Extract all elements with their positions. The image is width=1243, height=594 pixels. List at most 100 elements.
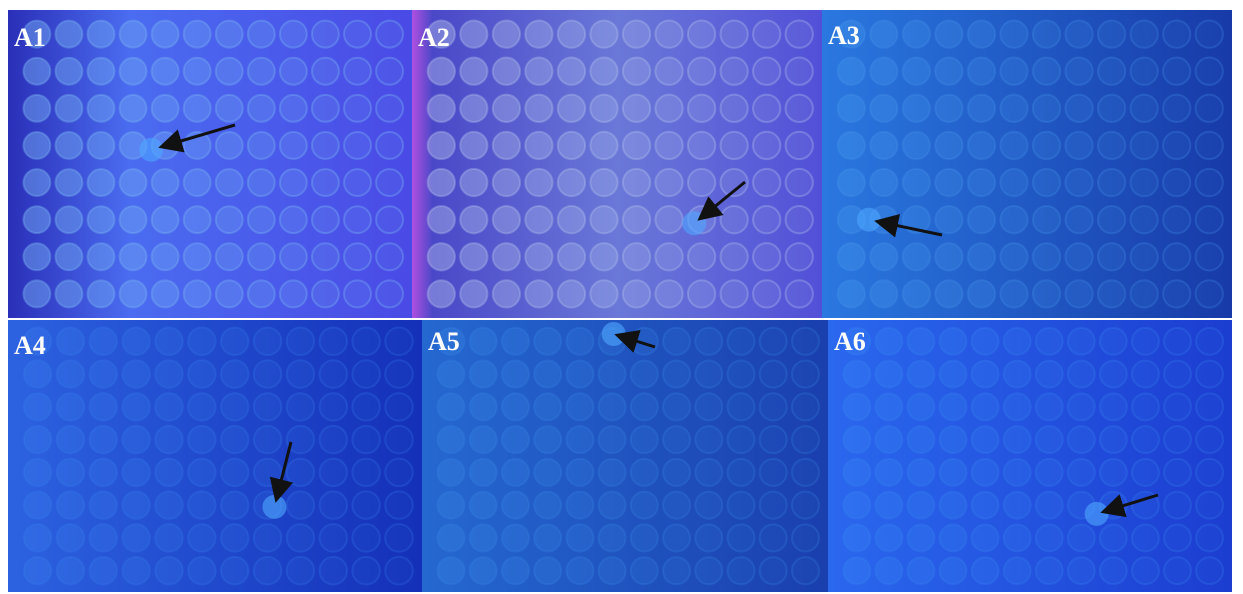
well bbox=[654, 167, 684, 198]
well bbox=[524, 242, 554, 272]
arrow bbox=[269, 441, 294, 503]
well bbox=[436, 523, 466, 553]
well bbox=[533, 392, 563, 422]
well bbox=[726, 556, 756, 586]
well bbox=[436, 326, 466, 356]
well bbox=[970, 523, 1000, 553]
well bbox=[874, 490, 904, 520]
well bbox=[54, 279, 84, 309]
well bbox=[790, 392, 820, 422]
well bbox=[491, 279, 522, 309]
well bbox=[719, 56, 749, 86]
well bbox=[219, 490, 250, 520]
well bbox=[758, 392, 788, 422]
well bbox=[285, 555, 316, 586]
well bbox=[436, 392, 466, 422]
well bbox=[187, 490, 217, 520]
well bbox=[1031, 242, 1062, 272]
well bbox=[22, 242, 52, 272]
well bbox=[629, 425, 659, 455]
well bbox=[790, 457, 820, 487]
well bbox=[1064, 93, 1094, 124]
well bbox=[686, 279, 717, 309]
well bbox=[285, 359, 316, 389]
well bbox=[1129, 242, 1159, 272]
well bbox=[1162, 130, 1192, 161]
well bbox=[938, 457, 968, 487]
well bbox=[318, 523, 349, 553]
well bbox=[182, 56, 212, 86]
well bbox=[784, 130, 814, 161]
well bbox=[1002, 392, 1032, 422]
well bbox=[589, 19, 619, 49]
well bbox=[842, 490, 872, 520]
well bbox=[654, 56, 684, 86]
well bbox=[533, 359, 563, 389]
well bbox=[219, 392, 250, 422]
well bbox=[154, 359, 184, 389]
well bbox=[589, 130, 619, 161]
well bbox=[1195, 425, 1225, 455]
well bbox=[384, 424, 414, 455]
well bbox=[621, 204, 652, 235]
well bbox=[1162, 56, 1192, 86]
well bbox=[88, 326, 119, 357]
well bbox=[654, 19, 684, 49]
well bbox=[88, 359, 119, 389]
well bbox=[343, 19, 372, 49]
well bbox=[459, 242, 489, 272]
well bbox=[999, 130, 1029, 161]
well bbox=[934, 204, 964, 235]
well bbox=[54, 168, 84, 198]
well bbox=[1031, 167, 1062, 198]
well bbox=[1002, 359, 1032, 389]
well bbox=[589, 242, 619, 272]
well bbox=[187, 392, 217, 422]
well bbox=[966, 279, 997, 309]
well bbox=[150, 19, 180, 49]
well bbox=[54, 19, 84, 49]
well bbox=[1066, 556, 1096, 586]
well bbox=[1130, 490, 1160, 520]
well bbox=[966, 167, 997, 198]
well bbox=[154, 424, 184, 455]
well bbox=[278, 93, 308, 123]
well bbox=[118, 168, 148, 198]
well bbox=[752, 93, 782, 124]
well bbox=[121, 424, 151, 455]
well bbox=[219, 555, 250, 586]
well bbox=[869, 130, 899, 161]
well bbox=[758, 523, 788, 553]
well bbox=[1194, 93, 1224, 124]
well bbox=[1002, 425, 1032, 455]
well bbox=[1098, 326, 1128, 356]
well bbox=[790, 425, 820, 455]
well bbox=[343, 205, 372, 235]
well bbox=[970, 392, 1000, 422]
plate-photo bbox=[422, 320, 828, 592]
well bbox=[970, 556, 1000, 586]
well bbox=[1096, 204, 1127, 235]
well bbox=[836, 130, 866, 161]
well bbox=[351, 359, 381, 389]
well bbox=[318, 392, 349, 422]
well bbox=[589, 204, 619, 235]
well bbox=[1195, 556, 1225, 586]
well bbox=[719, 167, 749, 198]
well bbox=[621, 242, 652, 272]
well bbox=[784, 56, 814, 86]
well bbox=[686, 167, 717, 198]
well bbox=[869, 242, 899, 272]
well bbox=[597, 359, 627, 389]
well bbox=[426, 93, 456, 124]
well bbox=[1096, 167, 1127, 198]
well bbox=[662, 556, 692, 586]
well bbox=[500, 457, 530, 487]
well bbox=[629, 556, 659, 586]
well bbox=[86, 56, 116, 86]
well bbox=[934, 242, 964, 272]
well bbox=[662, 326, 692, 356]
well bbox=[589, 56, 619, 86]
well bbox=[629, 523, 659, 553]
well bbox=[121, 392, 151, 422]
